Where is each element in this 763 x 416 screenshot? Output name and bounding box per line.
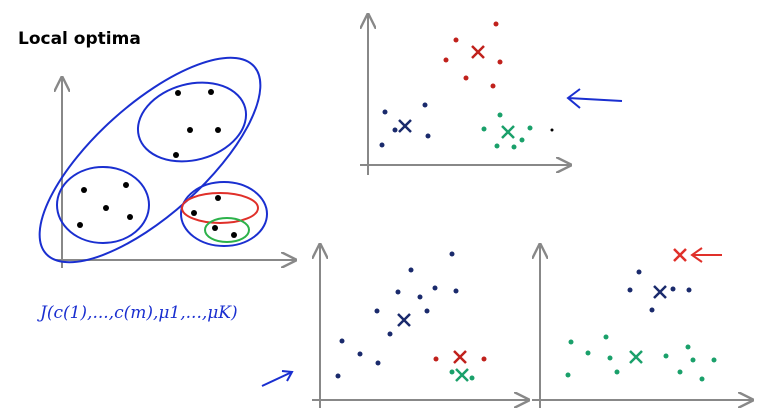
bottom-right-plot: [532, 245, 752, 408]
arrow: [261, 370, 294, 387]
slide-title: Local optima: [18, 29, 141, 49]
bottom-left-plot: [312, 245, 528, 408]
left-plot: [38, 56, 295, 268]
cost-formula: J(c(1),...,c(m),μ1,...,μK): [37, 303, 238, 323]
top-plot: [360, 15, 623, 175]
